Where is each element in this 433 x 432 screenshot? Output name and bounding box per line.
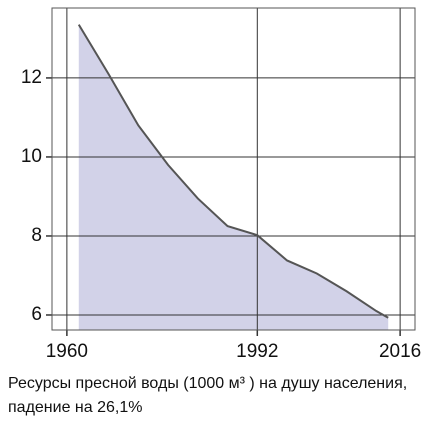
plot-border bbox=[51, 7, 416, 331]
x-tick-label: 1960 bbox=[46, 341, 88, 362]
chart: 6 8 10 12 1960 1992 2016 bbox=[21, 7, 421, 362]
caption: Ресурсы пресной воды (1000 м³ ) на душу … bbox=[8, 375, 408, 416]
x-tick-label: 2016 bbox=[379, 341, 421, 362]
line bbox=[77, 24, 389, 319]
x-tick-label: 1992 bbox=[236, 341, 278, 362]
area bbox=[78, 24, 389, 330]
y-tick-label: 10 bbox=[21, 146, 42, 167]
y-tick-label: 8 bbox=[31, 225, 42, 246]
y-tick-label: 12 bbox=[21, 67, 42, 88]
y-tick-label: 6 bbox=[31, 304, 42, 325]
